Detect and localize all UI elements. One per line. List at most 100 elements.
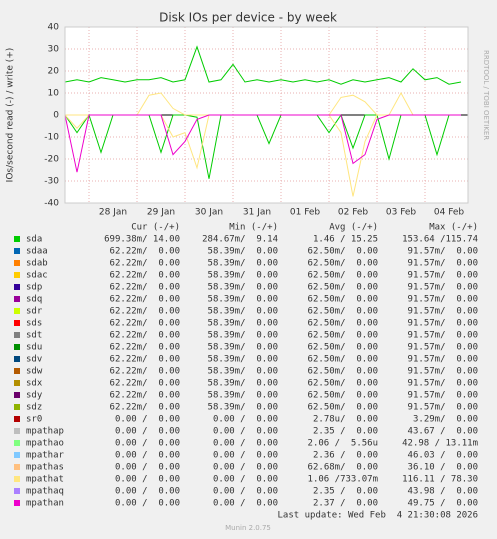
- legend-stat: 91.57m/ 0.00: [402, 295, 478, 305]
- legend-label: sdaa: [26, 247, 48, 257]
- legend-label: sdy: [26, 391, 43, 401]
- legend-stat: 62.50m/ 0.00: [302, 403, 378, 413]
- legend-stat: 91.57m/ 0.00: [402, 379, 478, 389]
- legend-stat: 0.00 / 0.00: [202, 451, 278, 461]
- legend-stat: 0.00 / 0.00: [202, 463, 278, 473]
- plot-border: [64, 26, 469, 204]
- legend-label: sdq: [26, 295, 42, 305]
- legend-stat: 91.57m/ 0.00: [402, 259, 478, 269]
- legend-label: sdp: [26, 283, 42, 293]
- legend-swatch: [14, 332, 20, 338]
- legend-stat: 62.50m/ 0.00: [302, 271, 378, 281]
- legend-stat: 58.39m/ 0.00: [202, 379, 278, 389]
- legend-label: sdt: [26, 331, 42, 341]
- x-tick-label: 03 Feb: [386, 208, 417, 218]
- legend-stat: 91.57m/ 0.00: [402, 283, 478, 293]
- legend-stat: 0.00 / 0.00: [104, 463, 180, 473]
- legend-stat: 58.39m/ 0.00: [202, 391, 278, 401]
- legend-stat: 58.39m/ 0.00: [202, 355, 278, 365]
- legend-stat: 62.50m/ 0.00: [302, 379, 378, 389]
- legend-stat: 43.67 / 0.00: [402, 427, 478, 437]
- legend-stat: 58.39m/ 0.00: [202, 343, 278, 353]
- legend-label: sda: [26, 235, 42, 245]
- legend-stat: 2.35 / 0.00: [302, 487, 378, 497]
- y-tick-label: 40: [48, 23, 60, 33]
- footer: Munin 2.0.75: [225, 524, 271, 532]
- legend-stat: 58.39m/ 0.00: [202, 247, 278, 257]
- legend-swatch: [14, 476, 20, 482]
- legend-stat: 62.22m/ 0.00: [104, 331, 180, 341]
- legend-swatch: [14, 356, 20, 362]
- legend-stat: 62.22m/ 0.00: [104, 379, 180, 389]
- legend-stat: 62.22m/ 0.00: [104, 271, 180, 281]
- legend-swatch: [14, 380, 20, 386]
- legend-swatch: [14, 368, 20, 374]
- legend-swatch: [14, 440, 20, 446]
- legend-label: mpathat: [26, 475, 64, 485]
- legend-stat: 58.39m/ 0.00: [202, 283, 278, 293]
- legend-stat: 1.06 /733.07m: [297, 475, 378, 485]
- legend-stat: 2.36 / 0.00: [302, 451, 378, 461]
- legend-stat: 62.22m/ 0.00: [104, 319, 180, 329]
- legend-stat: 91.57m/ 0.00: [402, 343, 478, 353]
- y-axis-label: IOs/second read (-) / write (+): [6, 48, 16, 183]
- legend-label: sdu: [26, 343, 42, 353]
- y-tick-label: -30: [44, 177, 59, 187]
- legend-label: mpathao: [26, 439, 64, 449]
- legend-label: mpathar: [26, 451, 65, 461]
- series-line: [64, 45, 462, 85]
- legend-swatch: [14, 260, 20, 266]
- series-line: [64, 114, 461, 173]
- legend-stat: 62.50m/ 0.00: [302, 319, 378, 329]
- legend-swatch: [14, 296, 20, 302]
- y-tick-label: 30: [48, 45, 60, 55]
- legend-stat: 0.00 / 0.00: [104, 415, 180, 425]
- legend-stat: 62.50m/ 0.00: [302, 367, 378, 377]
- legend-stat: 62.50m/ 0.00: [302, 307, 378, 317]
- x-tick-label: 30 Jan: [195, 208, 223, 218]
- legend-stat: 699.38m/ 14.00: [104, 235, 180, 245]
- legend-stat: 62.22m/ 0.00: [104, 403, 180, 413]
- legend-swatch: [14, 236, 20, 242]
- x-tick-label: 29 Jan: [147, 208, 175, 218]
- legend-label: sdac: [26, 271, 48, 281]
- legend-stat: 91.57m/ 0.00: [402, 271, 478, 281]
- legend-swatch: [14, 488, 20, 494]
- legend-stat: 0.00 / 0.00: [202, 475, 278, 485]
- legend-swatch: [14, 272, 20, 278]
- legend-stat: 58.39m/ 0.00: [202, 319, 278, 329]
- legend-label: mpathap: [26, 427, 64, 437]
- legend-swatch: [14, 284, 20, 290]
- legend-stat: 62.22m/ 0.00: [104, 307, 180, 317]
- legend-label: mpathaq: [26, 487, 64, 497]
- legend-swatch: [14, 320, 20, 326]
- legend-stat: 62.22m/ 0.00: [104, 247, 180, 257]
- y-tick-label: -20: [44, 155, 59, 165]
- legend-stat: 284.67m/ 9.14: [202, 235, 278, 245]
- side-label: RRDTOOL / TOBI OETIKER: [482, 50, 490, 140]
- x-tick-label: 02 Feb: [338, 208, 369, 218]
- legend-swatch: [14, 464, 20, 470]
- legend-stat: 2.06 / 5.56u: [297, 439, 378, 449]
- legend-stat: 0.00 / 0.00: [202, 487, 278, 497]
- legend-swatch: [14, 308, 20, 314]
- legend-stat: 58.39m/ 0.00: [202, 403, 278, 413]
- legend-label: sdr: [26, 307, 43, 317]
- y-tick-label: -10: [44, 133, 59, 143]
- legend-stat: 62.22m/ 0.00: [104, 295, 180, 305]
- legend-stat: 0.00 / 0.00: [104, 487, 180, 497]
- x-tick-label: 31 Jan: [243, 208, 271, 218]
- legend-swatch: [14, 344, 20, 350]
- legend-stat: 58.39m/ 0.00: [202, 331, 278, 341]
- legend-label: mpathan: [26, 499, 64, 509]
- legend-stat: 62.50m/ 0.00: [302, 331, 378, 341]
- legend-stat: 2.37 / 0.00: [302, 499, 378, 509]
- legend-stat: 91.57m/ 0.00: [402, 319, 478, 329]
- legend-label: sdx: [26, 379, 43, 389]
- legend-stat: 0.00 / 0.00: [104, 451, 180, 461]
- legend-stat: 62.50m/ 0.00: [302, 295, 378, 305]
- legend-stat: 91.57m/ 0.00: [402, 391, 478, 401]
- legend-stat: 58.39m/ 0.00: [202, 259, 278, 269]
- x-tick-label: 28 Jan: [99, 208, 127, 218]
- legend-stat: 58.39m/ 0.00: [202, 271, 278, 281]
